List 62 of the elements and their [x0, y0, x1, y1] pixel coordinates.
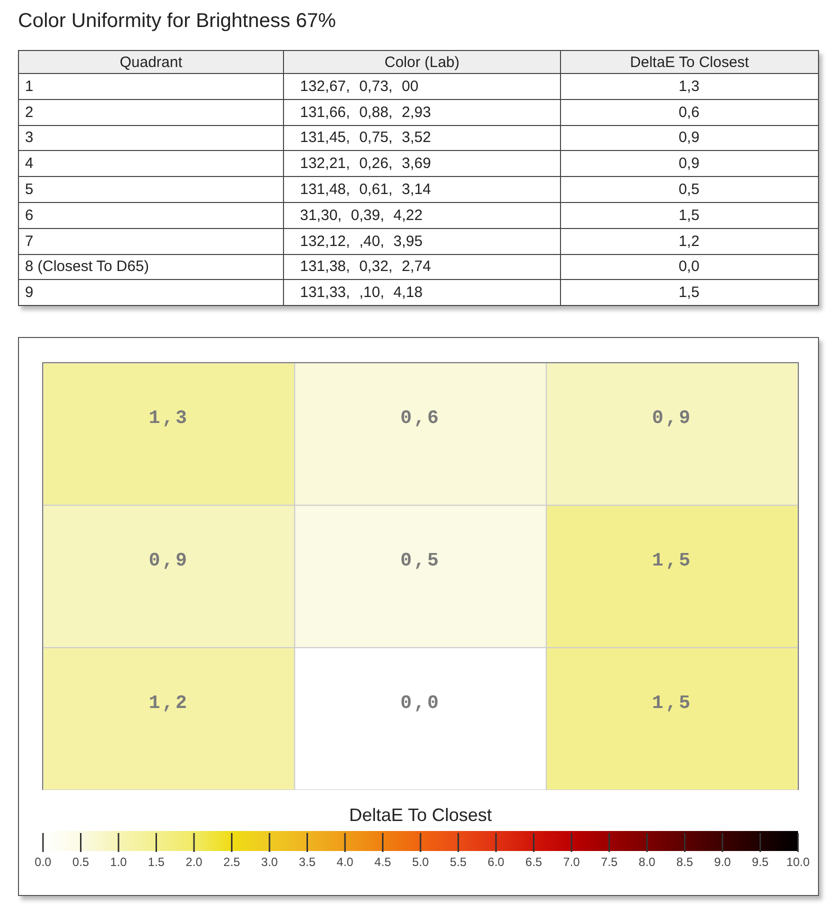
- text: 5: [25, 181, 34, 198]
- text: 1,2: [678, 232, 700, 250]
- data-label: 0,6: [400, 407, 441, 430]
- text: 0,6: [678, 104, 700, 121]
- color-bar-label: 6.0: [488, 855, 505, 869]
- text: 0,5: [678, 181, 700, 198]
- category-label: DeltaE To Closest: [560, 50, 818, 74]
- text: 0,9: [678, 129, 700, 146]
- data-label: 0,5: [400, 550, 441, 572]
- color-bar-label: 5.0: [412, 855, 430, 869]
- color-bar-label: 2.5: [223, 855, 240, 869]
- color-bar-label: 9.0: [714, 855, 732, 869]
- text: 1,3: [678, 78, 700, 95]
- text: 4: [25, 155, 34, 172]
- text: 131,45, 0,75, 3,52: [300, 129, 431, 146]
- data-label: 0,0: [400, 692, 441, 714]
- category-label: Quadrant: [18, 50, 284, 74]
- text: 0,0: [678, 258, 700, 276]
- color-bar-label: 1.0: [110, 855, 128, 869]
- text: 6: [25, 206, 34, 224]
- text: 1: [25, 78, 34, 95]
- color-bar-label: 0.0: [34, 855, 52, 869]
- color-bar-label: 8.5: [676, 855, 694, 869]
- color-bar-label: 3.5: [298, 855, 316, 869]
- color-bar-label: 4.0: [336, 855, 354, 869]
- data-label: 1,5: [652, 550, 692, 572]
- data-label: 1,3: [148, 407, 189, 430]
- text: Color Uniformity for Brightness 67%: [18, 10, 336, 32]
- text: 31,30, 0,39, 4,22: [300, 206, 423, 224]
- data-label: 0,9: [652, 407, 692, 430]
- color-bar-label: 5.5: [450, 855, 467, 869]
- data-label: 1,2: [148, 692, 189, 714]
- color-bar-label: 10.0: [786, 855, 810, 869]
- color-bar-title: DeltaE To Closest: [348, 804, 493, 827]
- data-label: 1,5: [652, 692, 692, 714]
- data-label: 0,9: [148, 550, 189, 572]
- text: 131,38, 0,32, 2,74: [300, 258, 431, 276]
- text: 131,48, 0,61, 3,14: [300, 181, 431, 198]
- text: 7: [25, 232, 34, 250]
- text: 132,12, ,40, 3,95: [300, 232, 423, 250]
- text: 3: [25, 129, 34, 146]
- color-bar-label: 9.5: [752, 855, 769, 869]
- color-bar-label: 4.5: [374, 855, 392, 869]
- text: 1,5: [678, 206, 700, 224]
- color-bar-label: 0.5: [72, 855, 90, 869]
- text: 132,67, 0,73, 00: [300, 78, 418, 95]
- text: 0,9: [678, 155, 700, 172]
- color-bar-label: 6.5: [525, 855, 542, 869]
- text: 1,5: [678, 284, 700, 302]
- category-label: Color (Lab): [284, 50, 560, 74]
- text: 9: [25, 284, 34, 302]
- color-bar-label: 7.0: [563, 855, 580, 869]
- text: 2: [25, 104, 34, 121]
- text: 131,33, ,10, 4,18: [300, 284, 423, 302]
- text: 132,21, 0,26, 3,69: [300, 155, 431, 172]
- text: 131,66, 0,88, 2,93: [300, 104, 431, 121]
- color-bar-label: 8.0: [638, 855, 656, 869]
- color-bar-label: 3.0: [261, 855, 278, 869]
- color-bar-label: 1.5: [148, 855, 165, 869]
- text: 8 (Closest To D65): [25, 258, 149, 276]
- color-bar-label: 2.0: [186, 855, 203, 869]
- color-bar-label: 7.5: [600, 855, 618, 869]
